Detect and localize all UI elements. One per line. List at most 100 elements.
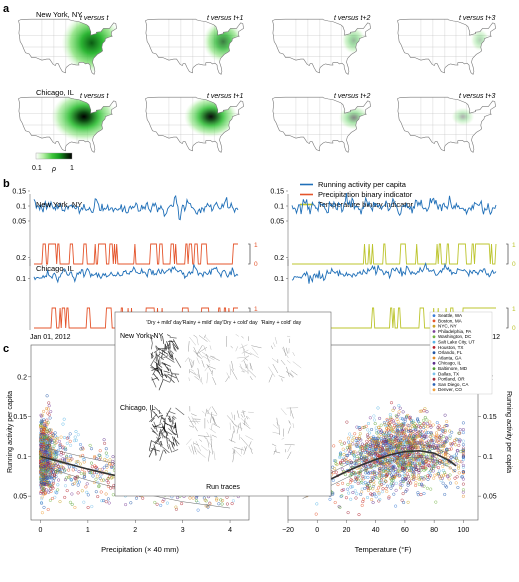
data-point: [461, 439, 465, 443]
data-point: [419, 493, 423, 497]
data-point: [50, 496, 54, 501]
data-point: [355, 492, 359, 496]
data-point: [332, 444, 336, 448]
data-point: [396, 420, 400, 424]
data-point: [362, 475, 366, 479]
data-point: [66, 458, 70, 463]
data-point: [425, 410, 429, 414]
data-point: [407, 475, 411, 479]
run-trace: [206, 437, 210, 446]
run-trace: [194, 418, 199, 424]
run-trace: [192, 360, 195, 368]
data-point: [387, 470, 392, 474]
y-tick-label: 0.05: [13, 494, 27, 501]
run-trace: [154, 424, 158, 433]
data-point: [376, 453, 380, 457]
data-point: [343, 449, 347, 453]
run-trace: [172, 436, 175, 442]
indicator-tick-label: 1: [512, 242, 516, 249]
run-trace: [271, 443, 277, 447]
data-point: [49, 428, 53, 432]
run-trace: [236, 423, 240, 434]
data-point: [357, 513, 361, 517]
y-tick-label: 0.15: [270, 189, 284, 196]
data-point: [45, 407, 49, 411]
run-trace: [189, 336, 196, 346]
data-point: [52, 473, 57, 478]
data-point: [380, 482, 384, 487]
data-point: [417, 430, 421, 434]
run-traces-inset: 'Dry + mild' day 'Rainy + mild' day 'Dry +…: [114, 311, 332, 497]
data-point: [359, 452, 363, 457]
run-trace: [160, 355, 163, 360]
map-cell: t versus t+2: [272, 15, 371, 75]
run-trace: [268, 366, 276, 377]
panel-letter-a: a: [3, 3, 10, 15]
activity-line: [33, 264, 239, 284]
data-point: [437, 435, 441, 439]
run-trace: [208, 450, 210, 462]
data-point: [423, 415, 427, 420]
legend-label: Precipitation binary indicator: [318, 190, 413, 199]
run-trace: [280, 359, 286, 366]
y-tick-label: 0.2: [16, 255, 26, 262]
data-point: [383, 479, 387, 483]
data-point: [56, 448, 60, 452]
data-point: [51, 451, 55, 455]
legend-marker: [432, 335, 436, 339]
data-point: [378, 477, 382, 481]
data-point: [384, 479, 388, 484]
run-trace: [288, 420, 291, 424]
data-point: [368, 431, 372, 435]
data-point: [392, 430, 396, 434]
data-point: [412, 470, 416, 475]
run-trace: [150, 335, 153, 340]
data-point: [410, 446, 414, 451]
data-point: [392, 434, 396, 439]
us-outline: [397, 18, 496, 75]
data-point: [42, 419, 46, 423]
run-trace: [188, 416, 195, 428]
data-point: [403, 465, 407, 469]
data-point: [49, 487, 53, 491]
data-point: [354, 443, 358, 447]
data-point: [406, 429, 411, 434]
run-trace: [235, 334, 239, 337]
inset-column-header: 'Dry + cold' day: [222, 320, 258, 326]
run-trace: [249, 376, 253, 381]
data-point: [362, 425, 366, 429]
data-point: [450, 430, 454, 434]
data-point: [97, 457, 101, 461]
panel-d-xlabel: Temperature (°F): [355, 545, 412, 554]
data-point: [434, 500, 438, 504]
data-point: [52, 452, 56, 456]
run-trace: [289, 407, 294, 419]
y-tick-label: 0.15: [483, 414, 497, 421]
data-point: [98, 449, 102, 453]
colorbar: 0.1 ρ 1: [32, 152, 74, 173]
data-point: [194, 499, 198, 503]
run-trace: [231, 360, 234, 371]
data-point: [428, 420, 432, 424]
data-point: [461, 457, 465, 462]
data-point: [399, 436, 403, 440]
run-trace: [191, 361, 193, 368]
data-point: [109, 465, 114, 469]
data-point: [65, 489, 69, 493]
data-point: [408, 459, 412, 463]
data-point: [434, 439, 438, 443]
run-trace: [150, 356, 157, 367]
run-trace: [166, 431, 173, 436]
data-point: [375, 489, 379, 493]
data-point: [174, 507, 178, 511]
data-point: [82, 457, 86, 462]
data-point: [438, 469, 442, 473]
data-point: [95, 457, 99, 461]
run-trace: [241, 355, 250, 363]
data-point: [334, 462, 338, 466]
run-trace: [273, 450, 281, 454]
timeseries-city-label: Chicago, IL: [36, 264, 74, 273]
data-point: [461, 482, 465, 486]
